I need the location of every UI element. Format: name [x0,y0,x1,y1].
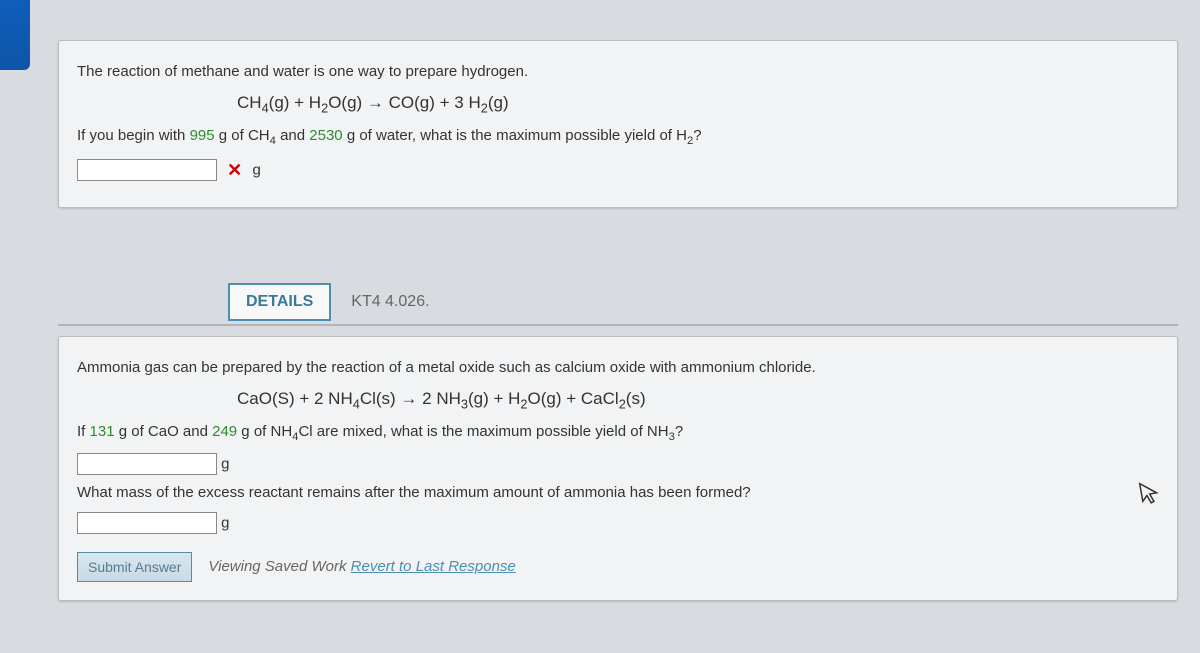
q1-mass1: 995 [190,127,215,144]
q1-prompt: If you begin with 995 g of CH4 and 2530 … [77,123,1159,151]
page: The reaction of methane and water is one… [0,0,1200,653]
q1-mass2: 2530 [309,127,342,144]
q2-text-d: Cl are mixed, what is the maximum possib… [298,423,668,440]
q2-mass2: 249 [212,423,237,440]
q1-text-b: g of CH [215,127,270,144]
q2-prompt1: If 131 g of CaO and 249 g of NH4Cl are m… [77,419,1159,447]
question-panel-2: Ammonia gas can be prepared by the react… [58,336,1178,601]
q2-prompt2: What mass of the excess reactant remains… [77,480,1159,506]
q1-answer-row: ✕ g [77,155,1159,186]
q2-intro: Ammonia gas can be prepared by the react… [77,355,1159,381]
saved-work-text: Viewing Saved Work Revert to Last Respon… [208,558,515,575]
q2-unit2: g [221,514,229,531]
q2-equation: CaO(S) + 2 NH4Cl(s) → 2 NH3(g) + H2O(g) … [77,385,1159,415]
q1-answer-input[interactable] [77,159,217,181]
q2-answer2-input[interactable] [77,512,217,534]
q2-text-e: ? [675,423,683,440]
question-id: KT4 4.026. [351,293,429,311]
q2-text-c: g of NH [237,423,292,440]
q2-unit1: g [221,455,229,472]
q1-text-c: and [276,127,309,144]
q2-text-a: If [77,423,90,440]
q2-mass1: 131 [90,423,115,440]
viewing-saved-label: Viewing Saved Work [208,558,350,575]
q2-answer1-input[interactable] [77,453,217,475]
q1-unit: g [252,161,260,178]
q1-text-a: If you begin with [77,127,190,144]
submit-answer-button[interactable]: Submit Answer [77,552,192,582]
left-accent-bar [0,0,30,70]
question-header-row: DETAILS KT4 4.026. [58,280,1178,326]
details-button[interactable]: DETAILS [228,283,331,321]
q2-bottom-row: Submit Answer Viewing Saved Work Revert … [77,552,1159,582]
q1-text-d: g of water, what is the maximum possible… [343,127,687,144]
q1-intro: The reaction of methane and water is one… [77,59,1159,85]
incorrect-icon: ✕ [227,155,242,186]
q2-answer2-row: g [77,510,1159,536]
question-panel-1: The reaction of methane and water is one… [58,40,1178,208]
q2-text-b: g of CaO and [115,423,213,440]
q1-text-e: ? [693,127,701,144]
revert-link[interactable]: Revert to Last Response [351,558,516,575]
q1-equation: CH4(g) + H2O(g) → CO(g) + 3 H2(g) [77,89,1159,119]
q2-answer1-row: g [77,451,1159,477]
